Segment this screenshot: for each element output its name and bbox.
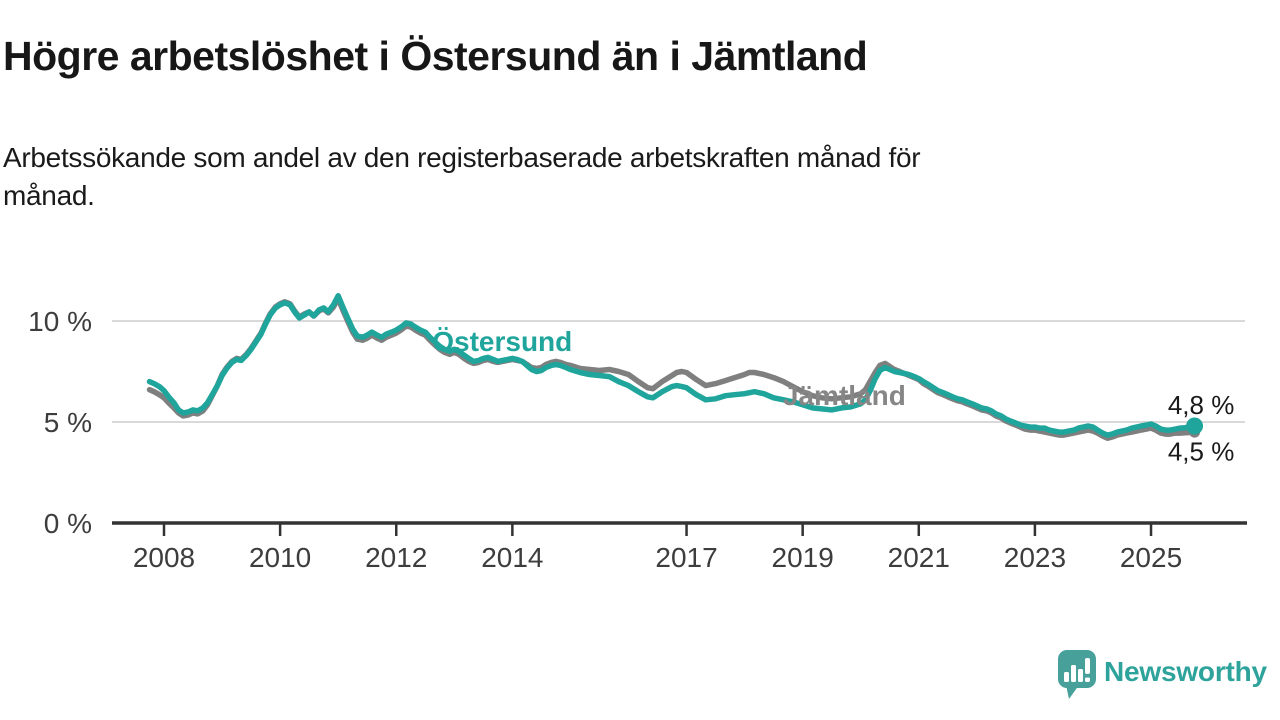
series-label-jämtland: Jämtland xyxy=(783,380,906,411)
series-line-jämtland xyxy=(146,296,1198,441)
newsworthy-logo-text: Newsworthy xyxy=(1104,656,1267,687)
latest-value-label: 4,8 % xyxy=(1168,390,1235,420)
series-end-dot-östersund xyxy=(1186,417,1204,435)
chart-subtitle-line-1: Arbetssökande som andel av den registerb… xyxy=(3,142,921,173)
y-axis-tick-label: 10 % xyxy=(28,306,92,337)
chart-subtitle: Arbetssökande som andel av den registerb… xyxy=(3,139,1193,215)
x-axis-tick-label: 2012 xyxy=(365,542,427,573)
latest-value-label: 4,5 % xyxy=(1168,436,1235,466)
x-axis-tick-label: 2019 xyxy=(772,542,834,573)
newsworthy-logo xyxy=(1056,648,1098,700)
x-axis-tick-label: 2014 xyxy=(481,542,543,573)
series-label-östersund: Östersund xyxy=(432,326,572,357)
x-axis-tick-label: 2025 xyxy=(1120,542,1182,573)
x-axis-tick-label: 2021 xyxy=(888,542,950,573)
y-axis-tick-label: 0 % xyxy=(44,508,92,539)
x-axis-tick-label: 2008 xyxy=(133,542,195,573)
newsworthy-speech-bubble-chart-icon xyxy=(1058,650,1096,699)
series-line-östersund xyxy=(146,293,1198,438)
x-axis-tick-label: 2010 xyxy=(249,542,311,573)
x-axis-tick-label: 2023 xyxy=(1004,542,1066,573)
chart-title: Högre arbetslöshet i Östersund än i Jämt… xyxy=(3,33,868,79)
chart-subtitle-line-2: månad. xyxy=(3,180,95,211)
x-axis-tick-label: 2017 xyxy=(655,542,717,573)
y-axis-tick-label: 5 % xyxy=(44,407,92,438)
